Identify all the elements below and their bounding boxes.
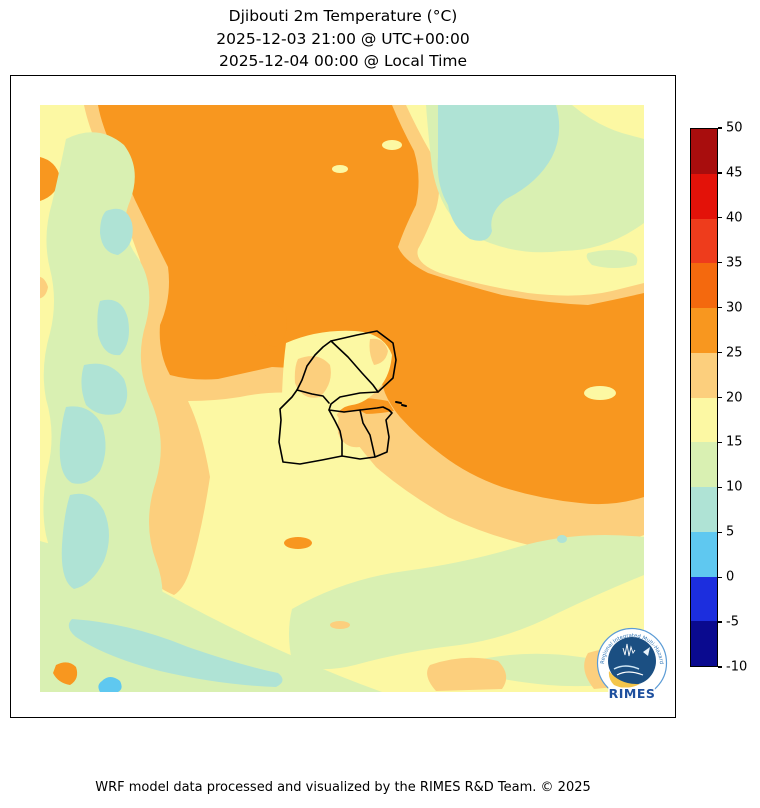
colorbar-band-t25 xyxy=(691,308,717,353)
contour-region-5-10-bottom-streak xyxy=(68,619,283,687)
contour-region-25-30-main xyxy=(98,105,644,505)
colorbar-ticks: 50 45 40 35 30 25 20 15 10 5 0 -5 -10 xyxy=(718,121,760,675)
colorbar-band-tm10 xyxy=(691,621,717,666)
colorbar-band-t20 xyxy=(691,352,717,398)
colorbar-band-t0 xyxy=(691,531,717,577)
djibouti-outer-boundary xyxy=(278,330,397,465)
contour-region-5-10-pocket xyxy=(61,493,109,589)
contour-region-5-10-pocket xyxy=(100,208,133,255)
rimes-logo-label: RIMES xyxy=(609,686,656,701)
contour-region-5-10-top-right-pocket xyxy=(437,105,560,241)
title-line-1: Djibouti 2m Temperature (°C) xyxy=(228,7,458,25)
contour-region-10-15-bottom-right-band xyxy=(289,534,644,670)
contour-region-5-10-dot xyxy=(557,535,567,543)
colorbar-tick-label-5: 5 xyxy=(726,524,735,540)
colorbar: 50 45 40 35 30 25 20 15 10 5 0 -5 -10 xyxy=(690,121,747,675)
rimes-logo-sail-icon xyxy=(643,647,650,656)
contour-region-25-30-bottom-left-dot xyxy=(53,662,78,685)
contour-region-5-10-pocket xyxy=(81,363,128,415)
colorbar-tick-label--10: -10 xyxy=(726,659,748,675)
rimes-logo-graphic: Regional Integrated Multi-Hazard Early W… xyxy=(591,623,668,703)
colorbar-tick-label-15: 15 xyxy=(726,434,743,450)
djibouti-region-boundary-dikhil-alisabieh xyxy=(328,409,343,457)
contour-region-25-30-small-ellipse xyxy=(284,537,312,549)
contour-hole-15-20 xyxy=(382,140,402,150)
title-line-3: 2025-12-04 00:00 @ Local Time xyxy=(218,52,468,70)
contour-region-20-25-left-edge-dash xyxy=(40,276,48,299)
contour-region-0-5-pocket xyxy=(98,677,122,692)
contour-region-20-25-dash xyxy=(330,621,350,629)
colorbar-tick-label-45: 45 xyxy=(726,165,743,181)
djibouti-region-boundary-obock-tadjourah xyxy=(330,340,379,393)
colorbar-band-t10 xyxy=(691,442,717,487)
contour-region-20-25-country-patch xyxy=(294,356,331,398)
colorbar-tickmark xyxy=(718,621,722,623)
djibouti-region-boundary-arta-alisabieh xyxy=(359,409,376,458)
colorbar-band-tm5 xyxy=(691,576,717,622)
rimes-logo-yellow-wave xyxy=(608,671,640,688)
title-line-2: 2025-12-03 21:00 @ UTC+00:00 xyxy=(216,29,470,48)
footer-credit: WRF model data processed and visualized … xyxy=(95,780,591,795)
colorbar-tickmark xyxy=(718,351,722,354)
colorbar-tickmark xyxy=(718,576,722,578)
rimes-logo-wave-line xyxy=(613,665,640,670)
map-axes-frame: Regional Integrated Multi-Hazard Early W… xyxy=(10,75,676,718)
colorbar-band-t5 xyxy=(691,487,717,532)
rimes-logo-wave-line xyxy=(616,671,644,676)
colorbar-bands xyxy=(690,128,718,667)
moucha-islands xyxy=(395,401,407,407)
colorbar-tickmark xyxy=(718,441,722,443)
colorbar-band-t30 xyxy=(691,263,717,308)
colorbar-tick-label-40: 40 xyxy=(726,210,743,226)
colorbar-tick-label--5: -5 xyxy=(726,614,739,630)
colorbar-tickmark xyxy=(718,307,722,309)
colorbar-band-t40 xyxy=(691,173,717,219)
colorbar-tick-label-30: 30 xyxy=(726,300,743,316)
colorbar-tick-label-25: 25 xyxy=(726,345,743,361)
colorbar-tick-label-0: 0 xyxy=(726,569,735,585)
colorbar-tickmark xyxy=(718,666,722,668)
colorbar-tick-label-10: 10 xyxy=(726,479,743,495)
colorbar-tickmark xyxy=(718,531,722,533)
contour-region-10-15-right-streak xyxy=(586,250,638,268)
colorbar-tickmark xyxy=(718,217,722,219)
contour-region-5-10-pocket xyxy=(97,299,129,356)
contour-hole-15-20 xyxy=(332,165,348,173)
rimes-logo-seismograph-icon xyxy=(622,643,636,657)
colorbar-band-t45 xyxy=(691,129,717,174)
colorbar-tick-label-35: 35 xyxy=(726,255,743,271)
contour-region-20-25-bottom-blob xyxy=(427,657,507,691)
colorbar-tickmark xyxy=(718,396,722,399)
colorbar-tickmark xyxy=(718,172,722,174)
colorbar-tickmark xyxy=(718,127,722,129)
colorbar-tickmark xyxy=(718,486,722,488)
colorbar-tickmark xyxy=(718,262,722,264)
temperature-contour-map xyxy=(40,105,644,692)
plot-title: Djibouti 2m Temperature (°C) 2025-12-03 … xyxy=(10,5,676,73)
contour-region-5-10-pocket xyxy=(59,406,106,484)
djibouti-region-boundary-tadjourah-dikhil xyxy=(296,389,330,404)
colorbar-band-t35 xyxy=(691,218,717,264)
colorbar-tick-label-50: 50 xyxy=(726,120,743,136)
rimes-logo: Regional Integrated Multi-Hazard Early W… xyxy=(591,623,670,703)
colorbar-tick-label-20: 20 xyxy=(726,390,743,405)
contour-hole-15-20 xyxy=(584,386,616,400)
contour-region-25-30-nw-of-country xyxy=(248,301,287,347)
contour-region-25-30-left-edge xyxy=(40,157,60,201)
colorbar-band-t15 xyxy=(691,397,717,443)
contour-region-20-25-country-patch xyxy=(369,338,388,365)
